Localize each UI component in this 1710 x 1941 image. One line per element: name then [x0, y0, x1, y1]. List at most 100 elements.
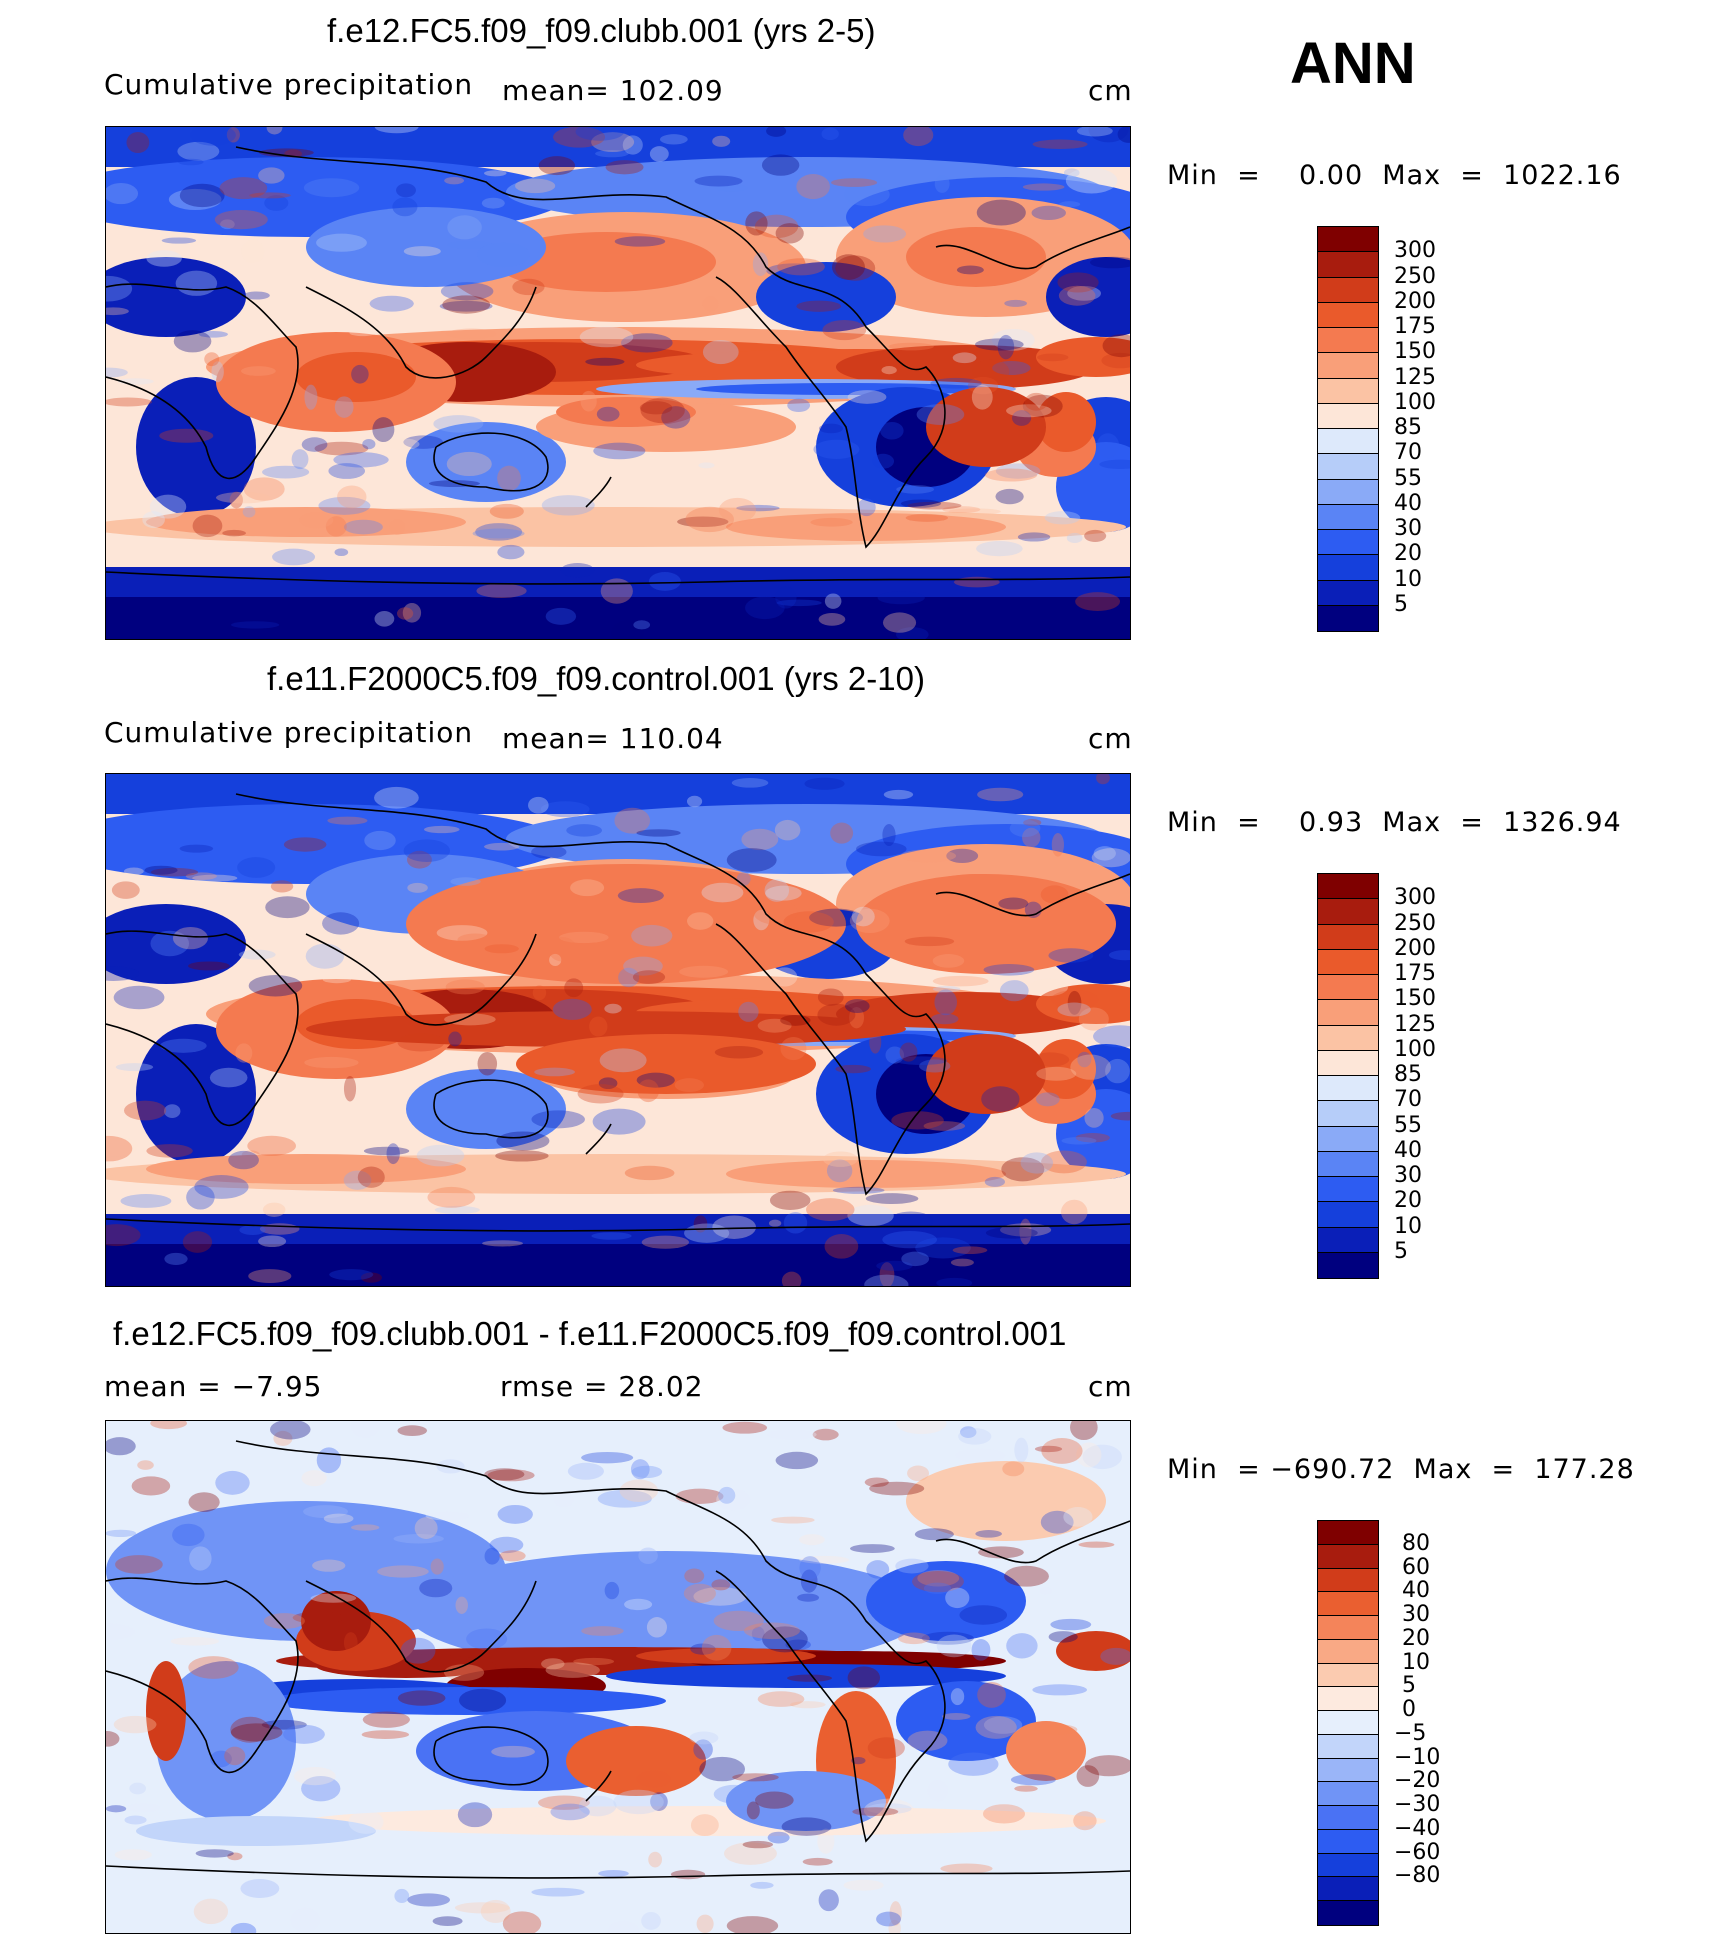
colorbar-swatch — [1318, 1711, 1378, 1735]
colorbar-swatch — [1318, 1592, 1378, 1616]
colorbar-swatch — [1318, 479, 1378, 505]
colorbar-swatch — [1318, 403, 1378, 429]
colorbar-tick-label: 30 — [1394, 516, 1422, 541]
colorbar-swatch — [1318, 1687, 1378, 1711]
colorbar-swatch — [1318, 1616, 1378, 1640]
precip-map — [105, 773, 1131, 1287]
colorbar-swatch — [1318, 454, 1378, 480]
colorbar-swatch — [1318, 1806, 1378, 1830]
panel-title: f.e11.F2000C5.f09_f09.control.001 (yrs 2… — [267, 660, 925, 697]
colorbar-tick-label: 200 — [1394, 935, 1436, 961]
colorbar-swatch — [1318, 1782, 1378, 1806]
colorbar-tick-label: 100 — [1394, 389, 1436, 415]
colorbar-tick-label: −60 — [1394, 1839, 1441, 1865]
colorbar-swatch — [1318, 1025, 1378, 1051]
colorbar-tick-label: 10 — [1402, 1649, 1430, 1675]
units-label: cm — [1088, 74, 1133, 107]
colorbar-tick-label: −80 — [1394, 1863, 1441, 1889]
mean-label: mean= 110.04 — [502, 722, 724, 755]
colorbar-swatch — [1318, 1901, 1378, 1925]
colorbar-swatch — [1318, 580, 1378, 606]
colorbar-tick-label: 300 — [1394, 885, 1436, 911]
colorbar-tick-label: 5 — [1394, 1238, 1408, 1264]
colorbar-swatch — [1318, 874, 1378, 900]
colorbar-swatch — [1318, 429, 1378, 455]
colorbar-swatch — [1318, 605, 1378, 631]
map-field — [106, 774, 1130, 1286]
colorbar-tick-label: 40 — [1394, 1137, 1422, 1163]
map-field — [106, 127, 1130, 639]
difference-map — [105, 1420, 1131, 1934]
colorbar-swatch — [1318, 1202, 1378, 1228]
colorbar-swatch — [1318, 530, 1378, 556]
colorbar-swatch — [1318, 1663, 1378, 1688]
colorbar-tick-label: 40 — [1402, 1578, 1430, 1604]
colorbar-swatch — [1318, 1101, 1378, 1127]
colorbar-tick-label: 175 — [1394, 961, 1436, 986]
mean-label: mean= 102.09 — [502, 74, 724, 107]
units-label: cm — [1088, 722, 1133, 755]
colorbar-tick-label: 5 — [1394, 591, 1408, 617]
colorbar-swatch — [1318, 1734, 1378, 1759]
variable-label: Cumulative precipitation — [104, 716, 474, 749]
colorbar-swatch — [1318, 277, 1378, 303]
colorbar — [1317, 226, 1379, 632]
colorbar-swatch — [1318, 1853, 1378, 1878]
minmax-label: Min = −690.72 Max = 177.28 — [1167, 1454, 1635, 1485]
colorbar — [1317, 1520, 1379, 1926]
colorbar-tick-label: −5 — [1394, 1720, 1427, 1746]
colorbar-swatch — [1318, 1829, 1378, 1854]
colorbar-swatch — [1318, 353, 1378, 379]
colorbar-tick-label: −10 — [1394, 1744, 1441, 1770]
colorbar-swatch — [1318, 504, 1378, 530]
colorbar-tick-label: 125 — [1394, 1011, 1436, 1037]
colorbar-swatch — [1318, 1177, 1378, 1203]
colorbar-swatch — [1318, 328, 1378, 354]
colorbar-swatch — [1318, 252, 1378, 278]
colorbar-swatch — [1318, 1151, 1378, 1177]
colorbar-tick-label: 5 — [1402, 1673, 1416, 1699]
colorbar-tick-label: 80 — [1402, 1530, 1430, 1556]
colorbar-swatch — [1318, 975, 1378, 1001]
colorbar-tick-label: 60 — [1402, 1554, 1430, 1580]
colorbar-tick-label: 55 — [1394, 465, 1422, 491]
colorbar-tick-label: 40 — [1394, 490, 1422, 516]
colorbar-swatch — [1318, 949, 1378, 975]
colorbar-swatch — [1318, 1521, 1378, 1545]
colorbar-tick-label: 175 — [1394, 314, 1436, 339]
colorbar-tick-label: 250 — [1394, 910, 1436, 936]
colorbar-tick-label: 85 — [1394, 1062, 1422, 1087]
colorbar-swatch — [1318, 1544, 1378, 1569]
colorbar-swatch — [1318, 899, 1378, 925]
colorbar-tick-label: 20 — [1394, 1188, 1422, 1214]
units-label: cm — [1088, 1370, 1133, 1403]
colorbar-tick-label: 70 — [1394, 440, 1422, 466]
minmax-label: Min = 0.00 Max = 1022.16 — [1167, 160, 1622, 191]
colorbar-swatch — [1318, 1758, 1378, 1783]
panel-title: f.e12.FC5.f09_f09.clubb.001 (yrs 2-5) — [327, 12, 876, 49]
colorbar-tick-label: 10 — [1394, 566, 1422, 592]
colorbar-swatch — [1318, 1050, 1378, 1076]
season-label: ANN — [1290, 31, 1416, 96]
colorbar-swatch — [1318, 1252, 1378, 1278]
colorbar-tick-label: 125 — [1394, 364, 1436, 390]
rmse-label: rmse = 28.02 — [500, 1370, 704, 1403]
colorbar-tick-label: 250 — [1394, 263, 1436, 289]
colorbar-swatch — [1318, 302, 1378, 328]
colorbar-tick-label: 20 — [1394, 541, 1422, 567]
colorbar-tick-label: 10 — [1394, 1213, 1422, 1239]
variable-label: Cumulative precipitation — [104, 68, 474, 101]
colorbar-tick-label: −20 — [1394, 1768, 1441, 1794]
colorbar-swatch — [1318, 1000, 1378, 1026]
colorbar-tick-label: 20 — [1402, 1625, 1430, 1651]
colorbar-swatch — [1318, 1568, 1378, 1593]
minmax-label: Min = 0.93 Max = 1326.94 — [1167, 807, 1622, 838]
colorbar-tick-label: −40 — [1394, 1815, 1441, 1841]
precip-map — [105, 126, 1131, 640]
colorbar-swatch — [1318, 1126, 1378, 1152]
colorbar-swatch — [1318, 1076, 1378, 1102]
colorbar-swatch — [1318, 378, 1378, 404]
colorbar-swatch — [1318, 1639, 1378, 1664]
colorbar-swatch — [1318, 924, 1378, 950]
colorbar-swatch — [1318, 1227, 1378, 1253]
